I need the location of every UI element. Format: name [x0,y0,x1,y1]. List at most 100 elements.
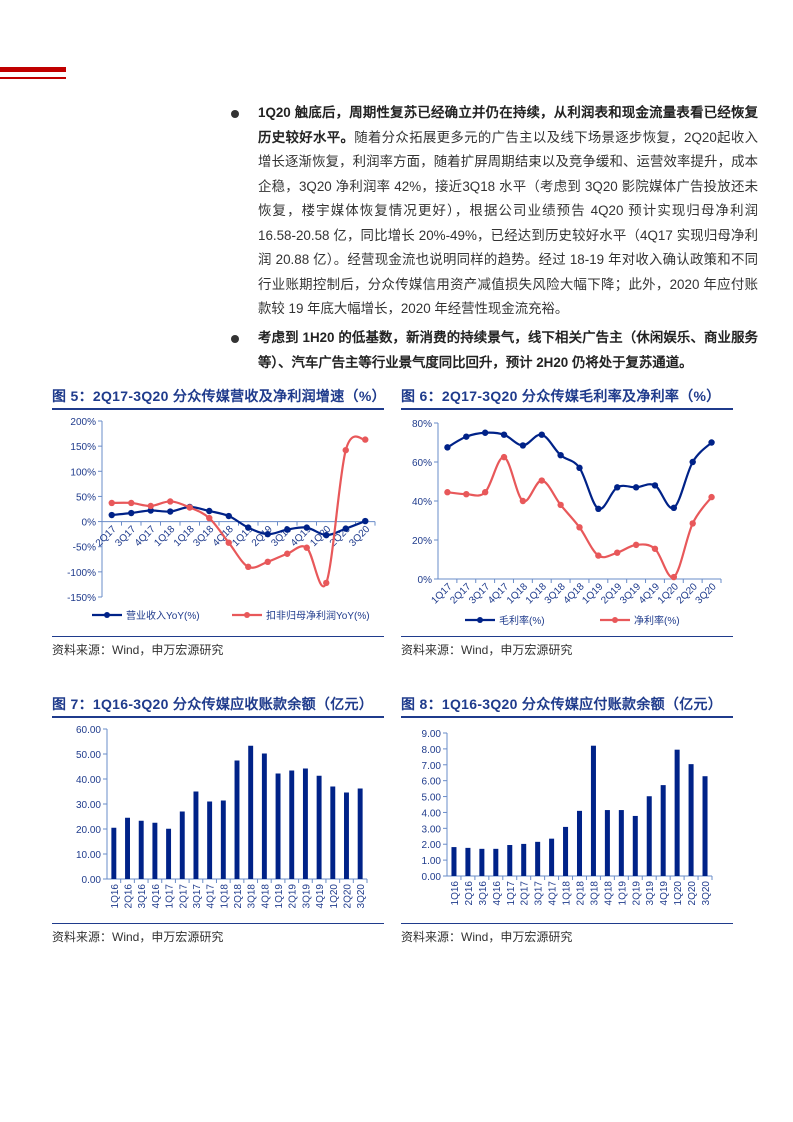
x-tick-label: 3Q16 [137,884,148,909]
x-tick-label: 2Q17 [178,884,189,909]
legend-label: 营业收入YoY(%) [126,609,200,622]
data-point [323,579,330,587]
y-tick-label: 40.00 [76,775,101,786]
bar [465,847,471,876]
y-tick-label: 5.00 [422,793,442,804]
bar [316,775,322,879]
y-tick-label: 4.00 [422,808,442,819]
y-tick-label: 6.00 [422,777,442,788]
figure-6-source: 资料来源：Wind，申万宏源研究 [401,636,733,658]
figure-7-source: 资料来源：Wind，申万宏源研究 [52,923,384,945]
bar [535,841,541,876]
x-tick-label: 3Q17 [192,884,203,909]
bar [138,820,144,879]
data-point [481,429,489,436]
bar [646,796,652,876]
x-tick-label: 4Q16 [151,884,162,909]
data-point [689,520,696,527]
x-tick-label: 1Q18 [219,884,230,909]
header-accent-bar [0,67,66,72]
data-point [108,511,115,519]
data-point [595,552,602,559]
y-tick-label: 0.00 [82,875,102,886]
bar [507,845,513,876]
y-tick-label: 1.00 [422,856,442,867]
x-tick-label: 4Q19 [659,881,670,906]
data-point [500,453,508,461]
bar [193,791,199,879]
data-point [651,482,659,489]
legend-marker [477,617,483,623]
x-tick-label: 4Q17 [206,884,217,909]
x-tick-label: 2Q16 [124,884,135,909]
bar [604,810,610,876]
data-point [245,563,252,571]
y-tick-label: -50% [73,543,96,554]
x-tick-label: 3Q17 [113,524,138,549]
y-tick-label: 2.00 [422,840,442,851]
x-tick-label: 1Q19 [230,524,255,549]
bar [660,785,666,876]
data-point [519,442,527,449]
data-point [538,431,545,438]
x-tick-label: 1Q20 [673,881,684,906]
y-tick-label: 100% [70,467,96,478]
x-tick-label: 1Q18 [172,524,197,549]
data-point [147,502,154,510]
y-tick-label: 80% [412,419,432,430]
data-point [108,499,115,507]
bullet-icon [231,110,239,118]
figure-5-source: 资料来源：Wind，申万宏源研究 [52,636,384,658]
bar [563,826,569,876]
bar [275,773,281,879]
bar [220,800,226,879]
data-point [284,550,291,557]
bar [702,776,708,876]
y-tick-label: 0.00 [422,872,442,883]
figure-6-title: 图 6：2Q17-3Q20 分众传媒毛利率及净利率（%） [401,386,733,410]
x-tick-label: 1Q20 [308,524,333,549]
y-tick-label: 3.00 [422,824,442,835]
bar [479,848,485,876]
bar [590,745,596,876]
bar [632,815,638,876]
y-tick-label: 20.00 [76,825,101,836]
data-point [500,431,508,438]
figure-8-title: 图 8：1Q16-3Q20 分众传媒应付账款余额（亿元） [401,694,733,718]
x-tick-label: 2Q19 [288,884,299,909]
x-tick-label: 1Q19 [274,884,285,909]
bar [344,792,349,879]
legend-marker [244,612,250,618]
figure-5-title: 图 5：2Q17-3Q20 分众传媒营收及净利润增速（%） [52,386,386,410]
y-tick-label: 8.00 [422,745,442,756]
data-point [463,490,470,498]
x-tick-label: 2Q19 [250,524,275,549]
y-tick-label: 0% [82,518,97,529]
y-tick-label: 30.00 [76,800,101,811]
bar [125,817,130,879]
x-tick-label: 2Q17 [520,881,531,906]
y-tick-label: 50% [76,492,96,503]
y-tick-label: 9.00 [422,729,442,740]
x-tick-label: 2Q16 [464,881,475,906]
y-tick-label: -150% [67,593,96,604]
legend-label: 扣非归母净利润YoY(%) [266,609,370,622]
paragraph-2-lead: 考虑到 1H20 的低基数，新消费的持续景气，线下相关广告主（休闲娱乐、商业服务… [258,330,758,370]
bar [289,770,295,879]
y-tick-label: 10.00 [76,850,101,861]
x-tick-label: 3Q18 [247,884,258,909]
x-tick-label: 1Q17 [165,884,176,909]
x-tick-label: 3Q19 [301,884,312,909]
data-point [444,444,451,451]
data-point [245,524,252,531]
data-point [128,509,135,517]
bar [261,753,267,879]
bar [179,811,185,879]
legend-marker [612,617,618,623]
paragraph-1-lead: 1Q20 触底后，周期性复苏已经确立并仍在持续，从利润表和现金流量表看已经恢复历… [258,105,758,145]
data-point [206,507,213,515]
data-point [670,504,678,512]
data-point [323,531,330,539]
data-point [264,558,271,565]
x-tick-label: 2Q18 [576,881,587,906]
